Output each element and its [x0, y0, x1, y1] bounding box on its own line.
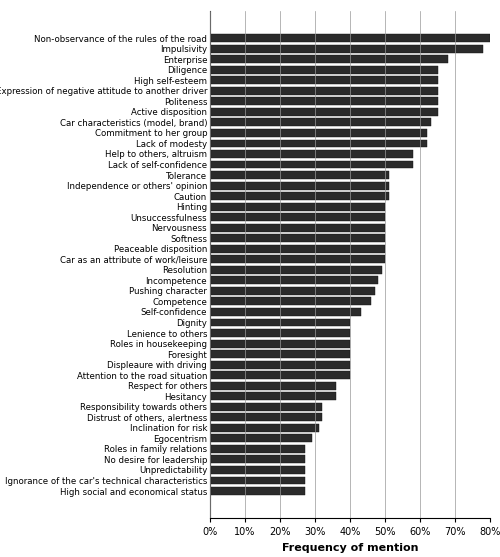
- Bar: [210, 371, 350, 379]
- Bar: [210, 361, 350, 369]
- Bar: [210, 234, 385, 242]
- Bar: [210, 87, 438, 95]
- Bar: [210, 192, 388, 200]
- Bar: [210, 150, 413, 158]
- Bar: [210, 245, 385, 253]
- Bar: [210, 160, 413, 168]
- Bar: [210, 45, 483, 52]
- Bar: [210, 456, 304, 463]
- Bar: [210, 308, 360, 316]
- Bar: [210, 108, 438, 116]
- Bar: [210, 76, 438, 84]
- Bar: [210, 213, 385, 221]
- Bar: [210, 382, 336, 390]
- Bar: [210, 171, 388, 179]
- Bar: [210, 266, 382, 274]
- Bar: [210, 297, 371, 305]
- Bar: [210, 487, 304, 495]
- Bar: [210, 329, 350, 337]
- Bar: [210, 66, 438, 74]
- Bar: [210, 34, 490, 42]
- Bar: [210, 340, 350, 348]
- Bar: [210, 392, 336, 400]
- Bar: [210, 255, 385, 263]
- Bar: [210, 55, 448, 63]
- X-axis label: Frequency of mention: Frequency of mention: [282, 543, 418, 553]
- Bar: [210, 434, 312, 442]
- Bar: [210, 276, 378, 284]
- Bar: [210, 466, 304, 474]
- Bar: [210, 477, 304, 485]
- Bar: [210, 97, 438, 105]
- Bar: [210, 203, 385, 211]
- Bar: [210, 129, 427, 137]
- Bar: [210, 319, 350, 326]
- Bar: [210, 403, 322, 411]
- Bar: [210, 287, 374, 295]
- Bar: [210, 424, 318, 432]
- Bar: [210, 224, 385, 232]
- Bar: [210, 119, 430, 126]
- Bar: [210, 445, 304, 453]
- Bar: [210, 139, 427, 148]
- Bar: [210, 182, 388, 189]
- Bar: [210, 350, 350, 358]
- Bar: [210, 413, 322, 421]
